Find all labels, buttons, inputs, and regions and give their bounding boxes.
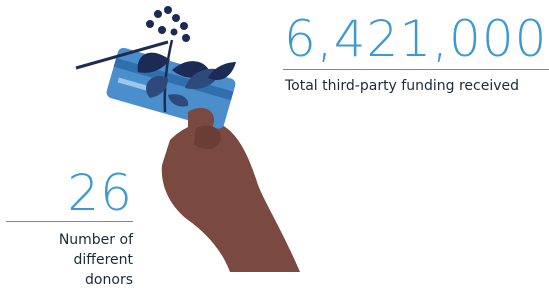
card — [105, 46, 237, 130]
finger — [194, 126, 221, 149]
stat-label: Total third-party funding received — [285, 76, 519, 96]
divider — [283, 69, 549, 70]
stat-value: 26 — [67, 168, 133, 218]
stat-label: Number of different donors — [23, 230, 133, 290]
hand — [162, 122, 300, 272]
stat-value: 6,421,000 — [284, 14, 547, 64]
page: 6,421,000 Total third-party funding rece… — [0, 0, 549, 272]
divider — [6, 221, 133, 222]
